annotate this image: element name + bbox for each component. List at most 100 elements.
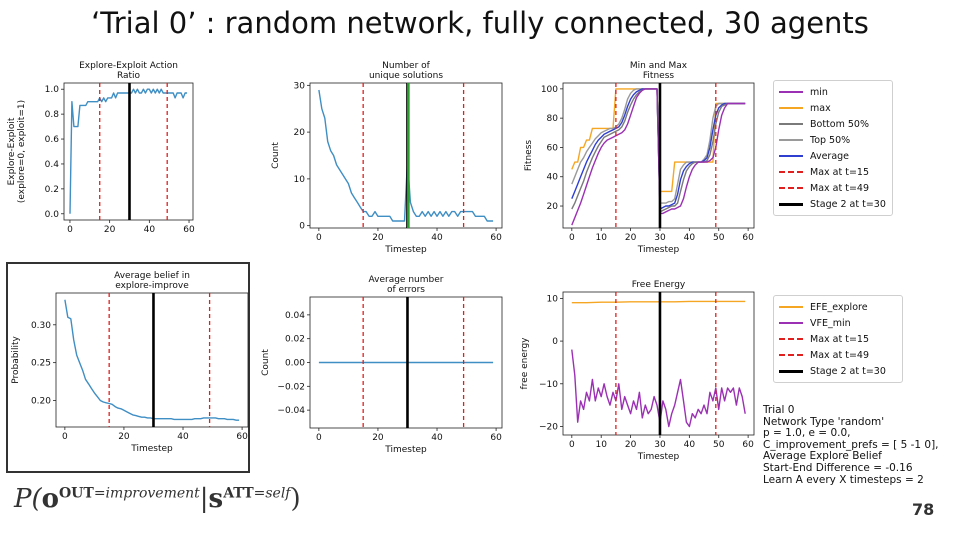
y-tick-label: 0.25	[31, 359, 51, 369]
y-tick-label: −0.02	[277, 382, 305, 392]
x-tick-label: 0	[316, 433, 322, 443]
chart-title: Number of	[382, 61, 431, 71]
x-axis-label: Timestep	[637, 452, 680, 462]
y-tick-label: −0.04	[277, 406, 305, 416]
y-tick-label: 0.00	[285, 359, 305, 369]
chart-title: Min and Max	[630, 61, 688, 71]
legend-entry: max	[779, 100, 887, 116]
x-tick-label: 20	[372, 233, 384, 243]
axes-frame	[562, 291, 755, 436]
legend-entry: Max at t=15	[779, 331, 897, 347]
x-tick-label: 10	[595, 233, 607, 243]
trial-info: Trial 0 Network Type 'random' p = 1.0, e…	[763, 404, 939, 486]
legend-entry: Max at t=49	[779, 180, 887, 196]
x-tick-label: 0	[316, 233, 322, 243]
y-tick-label: 60	[547, 143, 559, 153]
y-tick-label: 40	[547, 173, 559, 183]
chart-title: of errors	[387, 285, 425, 295]
series-line	[571, 88, 746, 226]
legend-label: Max at t=49	[810, 349, 869, 361]
x-tick-label: 50	[713, 233, 725, 243]
legend-entry: Stage 2 at t=30	[779, 363, 897, 379]
x-tick-label: 40	[177, 432, 189, 442]
legend-swatch	[779, 338, 803, 340]
y-tick-label: 20	[547, 202, 559, 212]
legend-swatch	[779, 91, 803, 93]
axes-frame	[55, 292, 249, 428]
y-tick-label: 0.02	[285, 335, 305, 345]
formula: P(oOUT=improvement|sATT=self)	[14, 484, 301, 514]
x-tick-label: 60	[742, 440, 754, 450]
legend-entry: min	[779, 84, 887, 100]
legend-label: EFE_explore	[810, 301, 868, 313]
x-tick-label: 30	[654, 233, 666, 243]
page-number: 78	[912, 500, 935, 519]
series-line	[571, 349, 746, 428]
x-axis-label: Timestep	[384, 445, 427, 455]
legend-label: min	[810, 86, 828, 98]
legend-label: VFE_min	[810, 317, 851, 329]
x-tick-label: 40	[684, 440, 696, 450]
x-tick-label: 0	[67, 225, 73, 235]
info-line: Average Explore Belief	[763, 450, 882, 463]
info-line: Network Type 'random'	[763, 415, 885, 428]
info-line: C_improvement_prefs = [ 5 -1 0],	[763, 438, 939, 451]
chart-title: Average belief in	[114, 271, 190, 281]
legend-swatch	[779, 155, 803, 157]
info-line: Learn A every X timesteps = 2	[763, 473, 924, 486]
x-tick-label: 40	[431, 433, 443, 443]
chart-title: Fitness	[643, 71, 674, 81]
x-tick-label: 20	[104, 225, 116, 235]
x-tick-label: 20	[625, 440, 637, 450]
info-line: Trial 0	[763, 404, 795, 416]
x-tick-label: 60	[236, 432, 248, 442]
legend-energy: EFE_explore VFE_min Max at t=15 Max at t=49…	[773, 295, 903, 383]
y-tick-label: 0	[299, 222, 305, 232]
y-tick-label: 80	[547, 114, 559, 124]
info-line: Start-End Difference = -0.16	[763, 461, 913, 474]
legend-label: Max at t=15	[810, 166, 869, 178]
chart-title: Free Energy	[632, 280, 686, 290]
formula-s-sup: ATT=self	[223, 485, 291, 502]
legend-entry: Bottom 50%	[779, 116, 887, 132]
legend-swatch	[779, 369, 803, 373]
legend-swatch	[779, 322, 803, 324]
y-axis-label: (explore=0, exploit=1)	[17, 100, 27, 203]
formula-bar: |	[199, 484, 209, 514]
legend-label: Top 50%	[810, 134, 851, 146]
chart-title: Average number	[369, 275, 444, 285]
y-tick-label: 1.0	[45, 85, 60, 95]
legend-entry: Top 50%	[779, 132, 887, 148]
legend-entry: Stage 2 at t=30	[779, 196, 887, 212]
legend-swatch	[779, 187, 803, 189]
legend-entry: Average	[779, 148, 887, 164]
x-axis-label: Timestep	[130, 444, 173, 454]
legend-label: Max at t=15	[810, 333, 869, 345]
y-tick-label: 0.4	[45, 160, 60, 170]
y-tick-label: 0.0	[45, 210, 60, 220]
y-tick-label: 0.20	[31, 397, 51, 407]
chart-title: unique solutions	[369, 71, 443, 81]
formula-s: s	[208, 484, 224, 514]
x-tick-label: 60	[742, 233, 754, 243]
y-axis-label: Probability	[11, 336, 21, 384]
x-tick-label: 0	[62, 432, 68, 442]
legend-swatch	[779, 202, 803, 206]
y-tick-label: 0.2	[45, 185, 59, 195]
formula-o-sup: OUT=improvement	[58, 485, 200, 502]
legend-fitness: min max Bottom 50% Top 50% Average Max at t=1…	[773, 80, 893, 216]
legend-label: Stage 2 at t=30	[810, 365, 886, 377]
legend-swatch	[779, 171, 803, 173]
highlight-box	[6, 262, 250, 473]
legend-label: max	[810, 102, 831, 114]
x-tick-label: 10	[595, 440, 607, 450]
formula-o: o	[41, 484, 59, 514]
y-axis-label: free energy	[520, 337, 530, 390]
y-tick-label: 10	[294, 175, 306, 185]
y-tick-label: 30	[294, 81, 306, 91]
x-axis-label: Timestep	[637, 245, 680, 255]
